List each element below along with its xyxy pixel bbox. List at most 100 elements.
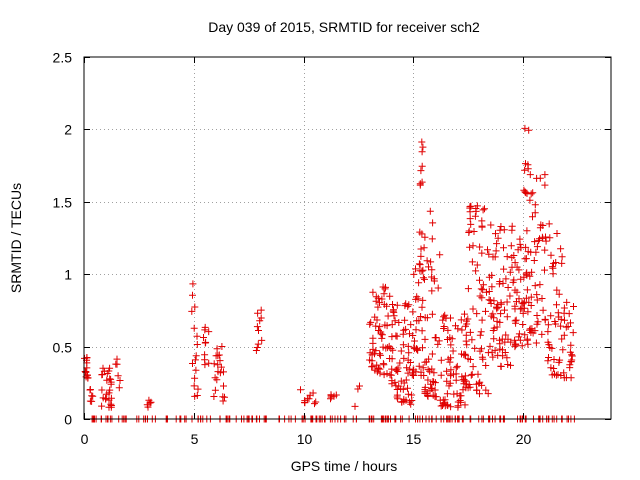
x-tick-label: 0 (81, 431, 89, 447)
data-point (489, 310, 497, 318)
data-point (416, 261, 424, 269)
data-point (534, 318, 542, 326)
data-point (568, 352, 576, 360)
data-point (527, 190, 535, 198)
data-point (507, 361, 514, 369)
data-point (356, 382, 363, 390)
data-point (421, 383, 429, 391)
data-point (479, 286, 487, 294)
data-point (147, 398, 155, 406)
data-point (257, 306, 265, 314)
data-point (567, 341, 575, 349)
data-point (545, 220, 553, 228)
data-point (106, 375, 114, 383)
data-point (468, 258, 476, 266)
data-point (558, 253, 566, 261)
data-point (560, 331, 568, 339)
data-point (428, 365, 436, 373)
data-point (550, 356, 558, 363)
data-point (419, 266, 427, 274)
x-tick-label: 20 (516, 431, 532, 447)
data-point (511, 286, 519, 294)
data-point (503, 313, 511, 321)
data-point (193, 392, 201, 399)
data-point (388, 355, 396, 363)
data-point (402, 325, 410, 333)
data-point (419, 143, 427, 151)
data-points (81, 124, 578, 423)
data-point (394, 395, 402, 403)
data-point (439, 396, 447, 404)
data-point (211, 386, 219, 394)
data-point (486, 296, 494, 304)
data-point (351, 402, 359, 410)
data-point (409, 308, 417, 316)
data-point (115, 384, 123, 392)
data-point (510, 252, 518, 259)
data-point (431, 379, 439, 387)
data-point (107, 378, 115, 386)
data-point (253, 344, 261, 351)
data-point (452, 376, 460, 384)
data-point (201, 339, 209, 347)
data-point (419, 364, 427, 372)
data-point (533, 296, 541, 304)
data-point (423, 257, 431, 265)
data-point (494, 301, 502, 309)
data-point (566, 361, 574, 369)
data-point (467, 202, 475, 210)
data-point (468, 336, 476, 344)
data-point (404, 369, 412, 377)
data-point (425, 263, 432, 271)
data-point (430, 275, 438, 283)
data-point (533, 243, 541, 251)
data-point (98, 402, 106, 410)
data-point (407, 321, 415, 329)
y-tick-label: 1 (64, 267, 72, 283)
data-point (404, 390, 412, 398)
data-point (541, 246, 549, 254)
data-point (532, 339, 540, 347)
data-point (376, 323, 384, 331)
data-point (557, 322, 565, 330)
data-point (421, 275, 428, 283)
data-point (447, 370, 455, 378)
data-point (191, 356, 199, 364)
data-point (478, 294, 486, 302)
data-point (405, 301, 413, 309)
data-point (369, 334, 377, 342)
data-point (489, 353, 497, 361)
y-tick-labels: 0 0.5 1 1.5 2 2.5 (53, 50, 73, 428)
data-point (418, 148, 426, 156)
data-point (539, 222, 547, 229)
data-point (418, 138, 426, 146)
data-point (468, 370, 476, 378)
data-point (253, 323, 261, 331)
data-point (255, 327, 262, 334)
data-point (523, 335, 531, 343)
data-point (437, 371, 445, 379)
data-point (458, 326, 466, 334)
data-point (403, 364, 411, 372)
data-point (462, 351, 470, 359)
data-point (410, 372, 417, 379)
data-point (521, 255, 529, 263)
data-point (473, 261, 481, 269)
data-point (421, 335, 429, 343)
x-tick-label: 15 (406, 431, 422, 447)
data-point (107, 402, 115, 409)
data-point (533, 291, 541, 299)
data-point (384, 344, 392, 352)
data-point (205, 328, 213, 336)
data-point (547, 312, 555, 320)
data-point (218, 343, 226, 350)
data-point (444, 355, 452, 363)
data-point (386, 292, 394, 300)
data-point (565, 310, 573, 318)
data-point (476, 243, 484, 251)
data-point (503, 298, 511, 306)
data-point (485, 288, 493, 295)
axis-ticks (84, 57, 611, 420)
y-tick-label: 1.5 (53, 195, 73, 211)
data-point (382, 283, 389, 291)
